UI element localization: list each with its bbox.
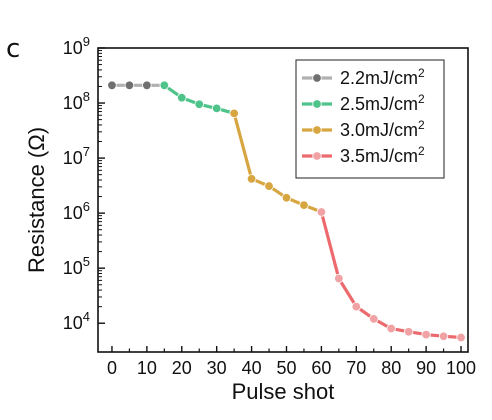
y-tick-label: 109 (63, 34, 90, 58)
data-point (177, 93, 187, 103)
y-tick-label: 104 (63, 309, 90, 333)
y-tick-label: 105 (63, 254, 90, 278)
data-point (403, 327, 414, 337)
data-point (456, 332, 466, 343)
x-axis-title: Pulse shot (232, 379, 335, 404)
data-point (438, 331, 449, 341)
legend: 2.2mJ/cm2 2.5mJ/cm2 3.0mJ/cm2 3.5mJ/cm2 (295, 59, 445, 179)
data-point (159, 80, 170, 91)
series-line (162, 83, 236, 115)
legend-swatch-marker (312, 99, 322, 109)
legend-label: 3.0mJ/cm2 (340, 118, 425, 140)
y-tick-label: 107 (63, 144, 90, 168)
data-point (369, 314, 379, 324)
series-line (319, 210, 463, 340)
legend-label: 3.5mJ/cm2 (340, 144, 425, 166)
data-point (351, 301, 362, 312)
data-point (281, 193, 292, 203)
data-point (386, 323, 396, 334)
plot-area: 0 10 20 30 40 50 60 70 80 90 100 104 105 106 107 108 109 (63, 34, 476, 378)
panel-label: c (6, 34, 20, 64)
data-point (334, 273, 344, 284)
plot-frame (97, 47, 469, 353)
x-tick-label: 100 (446, 358, 476, 378)
data-point (107, 80, 117, 91)
data-point (421, 329, 431, 340)
x-tick-label: 60 (311, 358, 331, 378)
x-tick-label: 0 (107, 358, 117, 378)
x-tick-label: 10 (137, 358, 157, 378)
data-point (316, 207, 327, 217)
data-point (246, 174, 257, 184)
y-tick-label: 106 (63, 199, 90, 223)
y-axis-title: Resistance (Ω) (24, 127, 49, 273)
legend-swatch-marker (312, 151, 322, 161)
legend-swatch-marker (312, 125, 322, 135)
x-tick-label: 70 (346, 358, 366, 378)
data-point (142, 80, 152, 91)
legend-swatch-marker (312, 73, 322, 83)
data-point (124, 80, 135, 91)
data-point (229, 108, 239, 119)
x-tick-label: 90 (416, 358, 436, 378)
legend-label: 2.2mJ/cm2 (340, 66, 425, 88)
x-tick-label: 30 (207, 358, 227, 378)
data-point (299, 200, 309, 210)
legend-label: 2.5mJ/cm2 (340, 92, 425, 114)
x-tick-label: 40 (242, 358, 262, 378)
x-tick-label: 50 (276, 358, 296, 378)
data-point (194, 99, 204, 109)
data-point (264, 181, 274, 191)
data-point (211, 103, 222, 114)
x-tick-label: 20 (172, 358, 192, 378)
x-tick-label: 80 (381, 358, 401, 378)
y-tick-label: 108 (63, 89, 90, 113)
